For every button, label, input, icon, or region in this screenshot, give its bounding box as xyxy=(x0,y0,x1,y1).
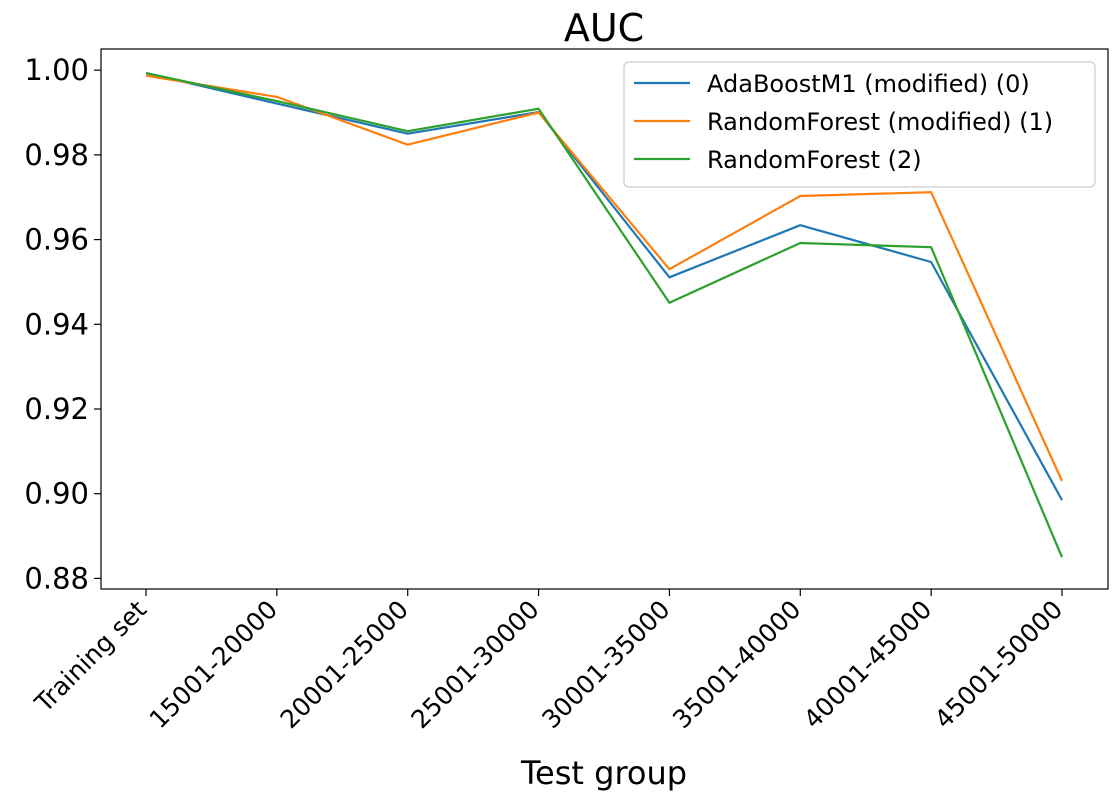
y-tick-label: 0.98 xyxy=(24,138,89,172)
legend: AdaBoostM1 (modified) (0) RandomForest (m… xyxy=(623,61,1096,188)
series-line-0 xyxy=(145,72,1063,501)
y-tick-label: 0.88 xyxy=(24,561,89,595)
legend-box xyxy=(623,61,1096,188)
chart-title: AUC xyxy=(564,6,644,50)
series-line-2 xyxy=(145,72,1064,558)
x-tick-label: 15001-20000 xyxy=(144,595,283,734)
x-tick-label: 35001-40000 xyxy=(667,595,806,734)
x-tick-label: 25001-30000 xyxy=(405,595,544,734)
y-tick-label: 0.90 xyxy=(24,477,89,511)
x-tick-label: 20001-25000 xyxy=(275,595,414,734)
y-tick-label: 0.92 xyxy=(24,392,89,426)
x-tick-label: 40001-45000 xyxy=(798,595,937,734)
x-tick-label: Training set xyxy=(29,595,153,719)
y-tick-label: 1.00 xyxy=(24,53,89,87)
x-axis: Training set15001-2000020001-2500025001-… xyxy=(29,589,1068,734)
legend-label-0: AdaBoostM1 (modified) (0) xyxy=(707,70,1030,98)
x-tick-label: 30001-35000 xyxy=(536,595,675,734)
y-tick-label: 0.94 xyxy=(24,307,89,341)
plot-area-frame xyxy=(100,48,1109,590)
legend-label-2: RandomForest (2) xyxy=(707,146,922,174)
y-tick-label: 0.96 xyxy=(24,223,89,257)
x-axis-title: Test group xyxy=(520,754,687,792)
y-axis: 0.88 0.90 0.92 0.94 0.96 0.98 1.00 xyxy=(24,53,101,595)
legend-label-1: RandomForest (modified) (1) xyxy=(707,108,1053,136)
series-line-1 xyxy=(145,74,1064,482)
series-lines xyxy=(145,72,1064,558)
x-tick-label: 45001-50000 xyxy=(929,595,1068,734)
